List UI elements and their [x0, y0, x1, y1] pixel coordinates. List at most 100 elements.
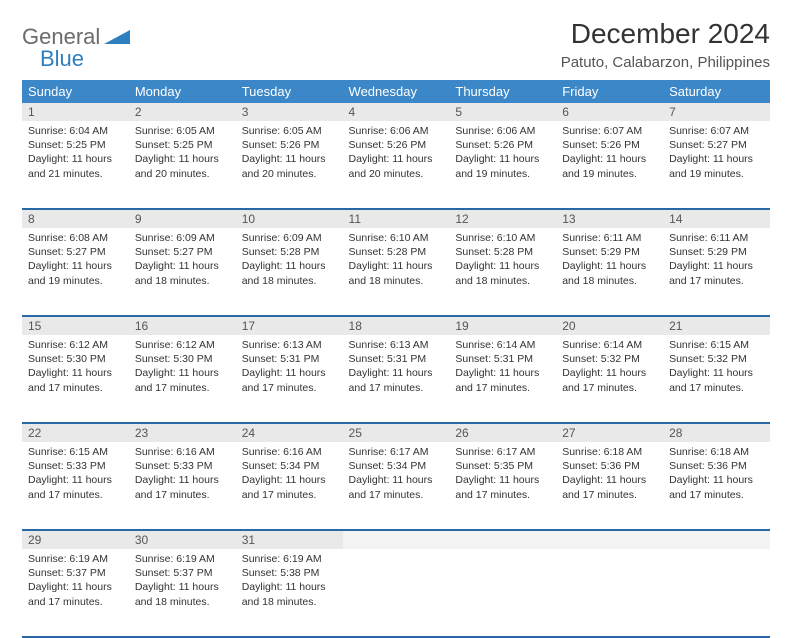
week-row: Sunrise: 6:04 AMSunset: 5:25 PMDaylight:…: [22, 121, 770, 209]
day-cell: [449, 549, 556, 637]
day-cell: Sunrise: 6:05 AMSunset: 5:26 PMDaylight:…: [236, 121, 343, 209]
logo-word2: Blue: [40, 46, 84, 72]
day-number: 17: [236, 316, 343, 335]
day-number: 15: [22, 316, 129, 335]
day-details: Sunrise: 6:07 AMSunset: 5:27 PMDaylight:…: [663, 121, 770, 187]
day-details: Sunrise: 6:10 AMSunset: 5:28 PMDaylight:…: [343, 228, 450, 294]
day-cell: Sunrise: 6:17 AMSunset: 5:35 PMDaylight:…: [449, 442, 556, 530]
day-number: 8: [22, 209, 129, 228]
day-details: Sunrise: 6:07 AMSunset: 5:26 PMDaylight:…: [556, 121, 663, 187]
day-cell: Sunrise: 6:06 AMSunset: 5:26 PMDaylight:…: [449, 121, 556, 209]
day-number: 5: [449, 103, 556, 121]
day-details: Sunrise: 6:13 AMSunset: 5:31 PMDaylight:…: [236, 335, 343, 401]
day-cell: Sunrise: 6:05 AMSunset: 5:25 PMDaylight:…: [129, 121, 236, 209]
day-cell: [556, 549, 663, 637]
day-details: Sunrise: 6:16 AMSunset: 5:34 PMDaylight:…: [236, 442, 343, 508]
day-number: 26: [449, 423, 556, 442]
day-details: Sunrise: 6:13 AMSunset: 5:31 PMDaylight:…: [343, 335, 450, 401]
week-row: Sunrise: 6:12 AMSunset: 5:30 PMDaylight:…: [22, 335, 770, 423]
day-cell: Sunrise: 6:07 AMSunset: 5:26 PMDaylight:…: [556, 121, 663, 209]
day-header: Tuesday: [236, 80, 343, 103]
day-number: 11: [343, 209, 450, 228]
day-cell: Sunrise: 6:14 AMSunset: 5:31 PMDaylight:…: [449, 335, 556, 423]
day-number: 4: [343, 103, 450, 121]
day-details: Sunrise: 6:17 AMSunset: 5:35 PMDaylight:…: [449, 442, 556, 508]
day-number: 14: [663, 209, 770, 228]
day-cell: Sunrise: 6:19 AMSunset: 5:37 PMDaylight:…: [22, 549, 129, 637]
day-header: Sunday: [22, 80, 129, 103]
daynum-row: 293031: [22, 530, 770, 549]
day-details: Sunrise: 6:14 AMSunset: 5:31 PMDaylight:…: [449, 335, 556, 401]
day-number: 29: [22, 530, 129, 549]
day-cell: Sunrise: 6:11 AMSunset: 5:29 PMDaylight:…: [556, 228, 663, 316]
day-details: Sunrise: 6:14 AMSunset: 5:32 PMDaylight:…: [556, 335, 663, 401]
day-cell: [343, 549, 450, 637]
day-cell: Sunrise: 6:13 AMSunset: 5:31 PMDaylight:…: [343, 335, 450, 423]
day-header: Saturday: [663, 80, 770, 103]
day-number: 23: [129, 423, 236, 442]
day-cell: Sunrise: 6:09 AMSunset: 5:28 PMDaylight:…: [236, 228, 343, 316]
day-number: [556, 530, 663, 549]
calendar-table: SundayMondayTuesdayWednesdayThursdayFrid…: [22, 80, 770, 638]
day-number: 7: [663, 103, 770, 121]
day-details: Sunrise: 6:11 AMSunset: 5:29 PMDaylight:…: [663, 228, 770, 294]
day-cell: Sunrise: 6:09 AMSunset: 5:27 PMDaylight:…: [129, 228, 236, 316]
day-number: 6: [556, 103, 663, 121]
day-number: 31: [236, 530, 343, 549]
day-details: Sunrise: 6:12 AMSunset: 5:30 PMDaylight:…: [22, 335, 129, 401]
daynum-row: 891011121314: [22, 209, 770, 228]
day-cell: Sunrise: 6:12 AMSunset: 5:30 PMDaylight:…: [129, 335, 236, 423]
day-details: Sunrise: 6:05 AMSunset: 5:26 PMDaylight:…: [236, 121, 343, 187]
logo-triangle-icon: [104, 26, 130, 49]
day-number: 19: [449, 316, 556, 335]
day-details: Sunrise: 6:15 AMSunset: 5:32 PMDaylight:…: [663, 335, 770, 401]
day-cell: Sunrise: 6:06 AMSunset: 5:26 PMDaylight:…: [343, 121, 450, 209]
daynum-row: 22232425262728: [22, 423, 770, 442]
day-header: Thursday: [449, 80, 556, 103]
day-cell: Sunrise: 6:10 AMSunset: 5:28 PMDaylight:…: [343, 228, 450, 316]
day-details: Sunrise: 6:05 AMSunset: 5:25 PMDaylight:…: [129, 121, 236, 187]
day-number: 22: [22, 423, 129, 442]
week-row: Sunrise: 6:08 AMSunset: 5:27 PMDaylight:…: [22, 228, 770, 316]
day-number: 2: [129, 103, 236, 121]
day-cell: Sunrise: 6:16 AMSunset: 5:34 PMDaylight:…: [236, 442, 343, 530]
day-details: Sunrise: 6:10 AMSunset: 5:28 PMDaylight:…: [449, 228, 556, 294]
day-cell: [663, 549, 770, 637]
day-cell: Sunrise: 6:11 AMSunset: 5:29 PMDaylight:…: [663, 228, 770, 316]
day-details: Sunrise: 6:12 AMSunset: 5:30 PMDaylight:…: [129, 335, 236, 401]
logo: General Blue: [22, 24, 130, 72]
day-number: 24: [236, 423, 343, 442]
day-details: Sunrise: 6:19 AMSunset: 5:38 PMDaylight:…: [236, 549, 343, 615]
day-cell: Sunrise: 6:19 AMSunset: 5:38 PMDaylight:…: [236, 549, 343, 637]
daynum-row: 15161718192021: [22, 316, 770, 335]
day-details: Sunrise: 6:09 AMSunset: 5:27 PMDaylight:…: [129, 228, 236, 294]
day-details: Sunrise: 6:18 AMSunset: 5:36 PMDaylight:…: [663, 442, 770, 508]
day-details: Sunrise: 6:19 AMSunset: 5:37 PMDaylight:…: [129, 549, 236, 615]
day-number: 16: [129, 316, 236, 335]
day-cell: Sunrise: 6:04 AMSunset: 5:25 PMDaylight:…: [22, 121, 129, 209]
day-cell: Sunrise: 6:13 AMSunset: 5:31 PMDaylight:…: [236, 335, 343, 423]
month-title: December 2024: [561, 18, 770, 50]
day-details: Sunrise: 6:08 AMSunset: 5:27 PMDaylight:…: [22, 228, 129, 294]
day-cell: Sunrise: 6:19 AMSunset: 5:37 PMDaylight:…: [129, 549, 236, 637]
day-number: 25: [343, 423, 450, 442]
day-cell: Sunrise: 6:15 AMSunset: 5:32 PMDaylight:…: [663, 335, 770, 423]
day-details: Sunrise: 6:04 AMSunset: 5:25 PMDaylight:…: [22, 121, 129, 187]
day-cell: Sunrise: 6:16 AMSunset: 5:33 PMDaylight:…: [129, 442, 236, 530]
header: General Blue December 2024 Patuto, Calab…: [22, 18, 770, 72]
day-number: 12: [449, 209, 556, 228]
day-number: 3: [236, 103, 343, 121]
day-details: Sunrise: 6:15 AMSunset: 5:33 PMDaylight:…: [22, 442, 129, 508]
title-block: December 2024 Patuto, Calabarzon, Philip…: [561, 18, 770, 71]
day-number: 27: [556, 423, 663, 442]
day-number: 20: [556, 316, 663, 335]
day-number: [449, 530, 556, 549]
day-number: 13: [556, 209, 663, 228]
day-cell: Sunrise: 6:08 AMSunset: 5:27 PMDaylight:…: [22, 228, 129, 316]
location: Patuto, Calabarzon, Philippines: [561, 54, 770, 71]
daynum-row: 1234567: [22, 103, 770, 121]
day-number: 9: [129, 209, 236, 228]
day-header: Wednesday: [343, 80, 450, 103]
day-cell: Sunrise: 6:15 AMSunset: 5:33 PMDaylight:…: [22, 442, 129, 530]
day-details: Sunrise: 6:11 AMSunset: 5:29 PMDaylight:…: [556, 228, 663, 294]
